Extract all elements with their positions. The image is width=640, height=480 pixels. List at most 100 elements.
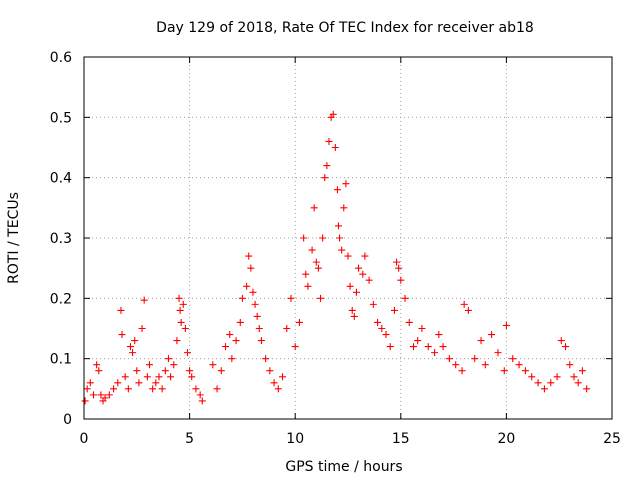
x-tick-label: 0 [80,431,89,447]
data-point [173,337,181,345]
y-tick-label: 0.3 [50,231,72,247]
data-point [245,252,253,260]
data-point [359,270,367,278]
data-point [494,349,502,357]
data-point [183,349,191,357]
data-point [253,312,261,320]
data-point [152,379,160,387]
data-point [176,306,184,314]
data-point [386,343,394,351]
data-point [167,373,175,381]
data-point [179,300,187,308]
data-point [257,337,265,345]
x-tick-label: 10 [286,431,304,447]
data-point [477,337,485,345]
data-point [274,385,282,393]
data-point [352,288,360,296]
data-point [133,367,141,375]
data-point [291,343,299,351]
data-point [135,379,143,387]
data-point [365,276,373,284]
data-point [405,318,413,326]
data-point [481,361,489,369]
data-point [300,234,308,242]
data-point [302,270,310,278]
data-point [308,246,316,254]
data-point [431,349,439,357]
data-point [131,337,139,345]
data-point [331,144,339,151]
data-point [401,294,409,302]
data-point [90,391,98,399]
data-point [158,385,166,393]
data-point [129,349,137,357]
x-tick-label: 20 [497,431,515,447]
x-tick-label: 5 [185,431,194,447]
data-point [255,325,263,332]
data-point [93,361,101,369]
data-point [488,331,496,339]
data-point [251,300,259,308]
data-point [323,162,331,170]
y-axis-label: ROTI / TECUs [6,192,22,284]
data-point [97,391,105,399]
data-point [471,355,479,363]
data-point [528,373,536,381]
data-point [317,294,325,302]
data-point [464,306,472,314]
y-tick-label: 0.4 [50,171,72,187]
data-point [155,373,163,381]
data-point [236,318,244,326]
data-point [164,355,172,363]
data-point [583,385,591,393]
data-point [295,318,303,326]
data-point [515,361,523,369]
data-point [458,367,466,375]
data-point [409,343,417,351]
data-point [121,373,129,381]
data-point [124,385,132,393]
data-point [521,367,529,375]
data-point [177,318,185,326]
data-point [395,264,403,272]
data-point [126,343,134,351]
data-point [414,337,422,345]
data-point [196,391,204,399]
data-point [117,306,125,314]
data-point [333,186,341,194]
data-point [149,385,157,393]
data-point [170,361,178,369]
data-point [186,367,194,375]
axis-ticks: 0 5 10 15 20 25 0 0.1 0.2 0.3 0.4 0.5 0.6 [50,50,621,447]
data-point [83,385,91,393]
data-point [547,379,555,387]
data-point [562,343,570,351]
data-point [361,252,369,260]
data-point [393,258,401,266]
data-point [81,397,89,405]
data-point [192,385,200,393]
data-point [243,282,251,290]
data-point [105,391,113,399]
data-point [217,367,225,375]
data-point [226,331,234,339]
data-point [228,355,236,363]
data-point [312,258,320,266]
y-tick-label: 0.6 [50,50,72,66]
data-point [509,355,517,363]
data-point [181,325,189,332]
data-point [270,379,278,387]
data-point [460,300,468,308]
data-point [110,385,118,393]
data-point [418,325,426,332]
data-point [342,180,350,188]
data-point [232,337,240,345]
data-point [336,234,344,242]
data-point [314,264,322,272]
data-point [283,325,291,332]
data-point [344,252,352,260]
data-point [369,300,377,308]
y-tick-label: 0 [63,412,72,428]
data-point [319,234,327,242]
data-point [287,294,295,302]
